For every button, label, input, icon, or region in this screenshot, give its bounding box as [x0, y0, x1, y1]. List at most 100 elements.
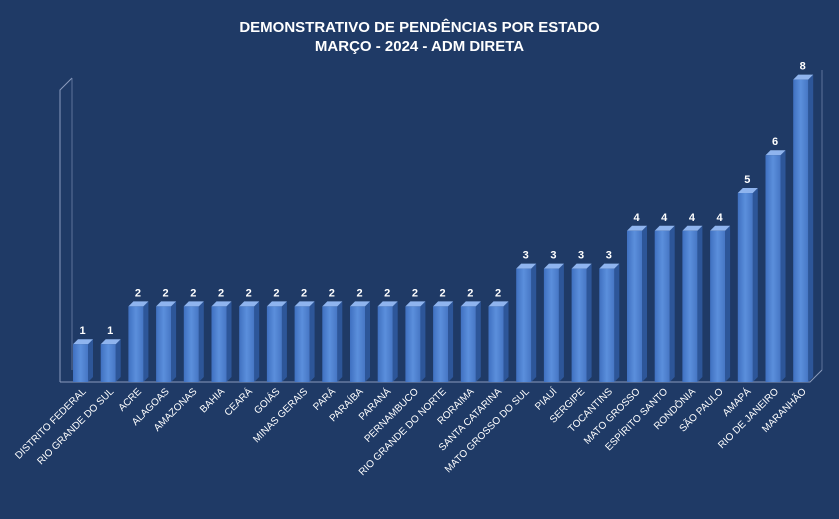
bar-front — [73, 344, 88, 382]
bar-top — [350, 301, 370, 307]
value-label: 2 — [163, 287, 169, 299]
bar — [266, 301, 287, 382]
bar — [73, 339, 93, 382]
bar-side — [143, 301, 149, 382]
value-label: 2 — [135, 287, 141, 299]
bar-top — [710, 225, 731, 231]
bar-side — [226, 301, 232, 382]
bar-side — [475, 301, 481, 382]
bar-top — [322, 301, 343, 307]
bar — [516, 263, 537, 382]
bar-front — [516, 268, 532, 382]
bar-top — [405, 301, 426, 307]
value-label: 2 — [384, 287, 390, 299]
bar-top — [266, 301, 287, 307]
bar-top — [100, 339, 121, 345]
value-label: 2 — [412, 287, 418, 299]
bar — [322, 301, 343, 382]
bar — [627, 225, 647, 382]
bar-side — [586, 263, 592, 382]
bar-side — [725, 225, 731, 382]
value-label: 2 — [273, 287, 279, 299]
value-label: 4 — [633, 212, 640, 224]
value-label: 6 — [772, 136, 778, 148]
value-label: 2 — [301, 287, 307, 299]
bar-top — [737, 188, 758, 193]
bar-side — [531, 263, 537, 382]
bar — [682, 225, 703, 382]
bar-side — [558, 263, 564, 382]
bar-front — [266, 306, 282, 382]
bar-front — [765, 155, 781, 382]
bar — [710, 225, 731, 382]
bars — [73, 74, 814, 382]
bar-top — [488, 301, 509, 307]
bar-side — [254, 301, 260, 382]
bar-side — [309, 301, 315, 382]
bar-front — [183, 306, 199, 382]
bar-front — [322, 306, 338, 382]
bar-side — [780, 150, 786, 382]
bar-front — [294, 306, 310, 382]
bar-side — [281, 301, 287, 382]
value-label: 3 — [578, 250, 584, 262]
bar-side — [697, 225, 703, 382]
value-label: 4 — [717, 212, 724, 224]
bar-side — [115, 339, 121, 382]
value-label: 2 — [440, 287, 446, 299]
bar-top — [765, 150, 786, 156]
bar-top — [156, 301, 177, 307]
value-label: 4 — [689, 212, 696, 224]
bar-front — [239, 306, 255, 382]
value-label: 3 — [606, 250, 612, 262]
chart-title-line2: MARÇO - 2024 - ADM DIRETA — [314, 38, 525, 55]
bar-front — [793, 79, 809, 382]
bar — [460, 301, 481, 382]
bar-side — [365, 301, 370, 382]
bar-side — [448, 301, 454, 382]
bar-top — [128, 301, 149, 307]
bar-front — [460, 306, 476, 382]
value-labels: 1 1 2 2 2 2 2 2 2 2 2 2 2 2 2 2 3 3 3 3 4 4 4 4 5 6 8 — [79, 61, 805, 338]
bar-side — [88, 339, 93, 382]
bar-front — [737, 193, 753, 382]
bar-top — [183, 301, 204, 307]
value-label: 3 — [550, 250, 556, 262]
value-label: 5 — [744, 174, 750, 186]
bar-side — [752, 188, 758, 382]
value-label: 2 — [467, 287, 473, 299]
value-label: 2 — [246, 287, 252, 299]
bar-top — [571, 263, 592, 269]
bar-front — [710, 230, 726, 382]
value-label: 2 — [329, 287, 335, 299]
bar-front — [599, 268, 615, 382]
bar-side — [392, 301, 398, 382]
bar-top — [516, 263, 537, 269]
bar-side — [503, 301, 509, 382]
bar-front — [405, 306, 421, 382]
bar-front — [377, 306, 393, 382]
value-label: 2 — [218, 287, 224, 299]
chart-title: DEMONSTRATIVO DE PENDÊNCIAS POR ESTADO M… — [0, 18, 839, 56]
bar-side — [337, 301, 343, 382]
value-label: 1 — [107, 325, 113, 337]
category-label: CEARÁ — [221, 385, 255, 419]
bar-front — [488, 306, 504, 382]
bar-top — [377, 301, 398, 307]
bar-front — [128, 306, 144, 382]
value-label: 2 — [190, 287, 196, 299]
plot-floor — [60, 369, 823, 383]
bar-side — [669, 225, 675, 382]
bar-top — [294, 301, 315, 307]
bar-top — [211, 301, 232, 307]
bar-side — [420, 301, 426, 382]
bar-top — [239, 301, 260, 307]
bar-front — [211, 306, 227, 382]
value-label: 2 — [356, 287, 362, 299]
bar-top — [73, 339, 93, 345]
bar — [100, 339, 121, 382]
bar — [128, 301, 149, 382]
